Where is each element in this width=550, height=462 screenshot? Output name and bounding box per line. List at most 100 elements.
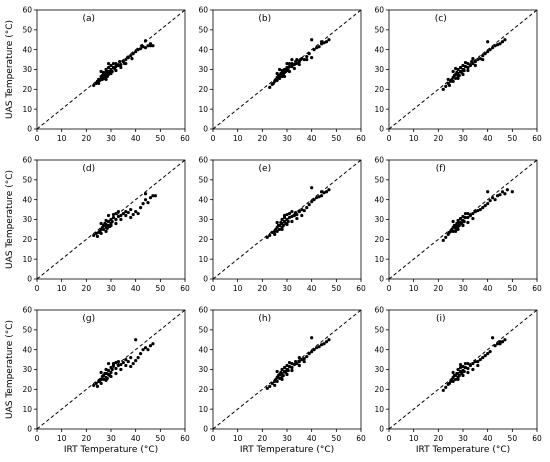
panel-label: (f): [436, 164, 446, 174]
data-point: [319, 40, 324, 44]
data-point: [116, 359, 120, 364]
y-tick-label: 0: [203, 275, 208, 284]
x-tick-label: 10: [233, 284, 243, 293]
one-to-one-line: [36, 9, 186, 130]
data-point: [126, 210, 130, 215]
one-to-one-line: [388, 159, 538, 280]
y-tick-label: 10: [198, 105, 208, 114]
data-point: [466, 65, 470, 70]
data-point: [319, 194, 324, 198]
data-point: [104, 67, 108, 72]
data-point: [317, 45, 321, 49]
y-tick-label: 0: [379, 275, 384, 284]
data-point: [287, 69, 292, 74]
data-point: [282, 74, 287, 79]
x-tick-label: 10: [409, 434, 419, 443]
y-tick-label: 0: [27, 425, 32, 434]
data-point: [114, 68, 118, 73]
data-point: [473, 59, 477, 64]
data-point: [462, 369, 466, 374]
data-point: [493, 198, 497, 202]
y-tick-label: 40: [22, 195, 32, 204]
y-tick-label: 20: [22, 235, 32, 244]
data-point: [444, 235, 448, 239]
data-point: [500, 190, 505, 194]
data-point: [95, 384, 100, 388]
data-point: [143, 46, 148, 50]
data-point: [151, 342, 155, 346]
data-point: [273, 383, 277, 387]
y-tick-label: 30: [22, 215, 32, 224]
data-point: [295, 57, 299, 62]
x-tick-label: 30: [458, 134, 468, 143]
data-point: [130, 56, 134, 61]
x-tick-label: 40: [131, 284, 141, 293]
data-point: [99, 381, 103, 385]
data-point: [99, 377, 103, 382]
data-point: [310, 186, 314, 190]
data-point: [491, 46, 495, 50]
data-point: [104, 218, 108, 223]
data-point: [327, 38, 331, 42]
x-tick-label: 30: [282, 134, 292, 143]
data-point: [131, 52, 135, 56]
data-point: [478, 357, 482, 362]
data-point: [488, 350, 492, 354]
data-point: [114, 360, 118, 365]
data-point: [451, 379, 455, 383]
data-point: [114, 211, 118, 216]
x-tick-label: 50: [508, 284, 518, 293]
data-point: [300, 357, 304, 362]
data-point: [454, 76, 458, 81]
x-tick-label: 50: [508, 134, 518, 143]
data-point: [143, 198, 148, 202]
data-point: [300, 56, 304, 61]
data-point: [483, 354, 487, 358]
data-point: [124, 209, 128, 214]
y-tick-label: 40: [198, 345, 208, 354]
data-point: [476, 363, 480, 368]
data-point: [141, 202, 145, 206]
x-tick-label: 50: [156, 134, 166, 143]
y-tick-label: 50: [374, 175, 384, 184]
data-point: [92, 233, 96, 237]
data-point: [471, 216, 475, 221]
y-axis-title: UAS Temperature (°C): [5, 320, 15, 419]
data-point: [282, 365, 287, 370]
y-tick-label: 40: [22, 345, 32, 354]
data-point: [456, 218, 460, 223]
data-point: [114, 64, 118, 69]
data-point: [478, 207, 482, 212]
data-point: [265, 235, 269, 239]
data-point: [275, 220, 279, 225]
x-tick-label: 50: [156, 434, 166, 443]
y-tick-label: 20: [374, 235, 384, 244]
data-point: [287, 364, 292, 369]
data-point: [488, 48, 492, 52]
data-point: [116, 209, 120, 214]
data-point: [495, 194, 500, 198]
one-to-one-line: [36, 309, 186, 430]
data-point: [302, 57, 306, 62]
x-tick-label: 50: [156, 284, 166, 293]
data-point: [324, 40, 329, 44]
data-point: [129, 364, 133, 369]
data-point: [458, 65, 463, 70]
data-point: [486, 190, 490, 194]
data-point: [466, 68, 470, 73]
x-tick-label: 60: [180, 284, 190, 293]
data-point: [109, 374, 113, 379]
data-point: [280, 217, 284, 222]
data-point: [451, 229, 455, 233]
data-point: [297, 209, 301, 214]
x-tick-label: 10: [57, 434, 67, 443]
data-point: [461, 223, 465, 228]
data-point: [124, 213, 128, 218]
data-point: [116, 363, 120, 368]
data-point: [124, 57, 128, 62]
data-point: [143, 39, 148, 43]
data-point: [456, 76, 460, 81]
y-tick-label: 10: [22, 255, 32, 264]
